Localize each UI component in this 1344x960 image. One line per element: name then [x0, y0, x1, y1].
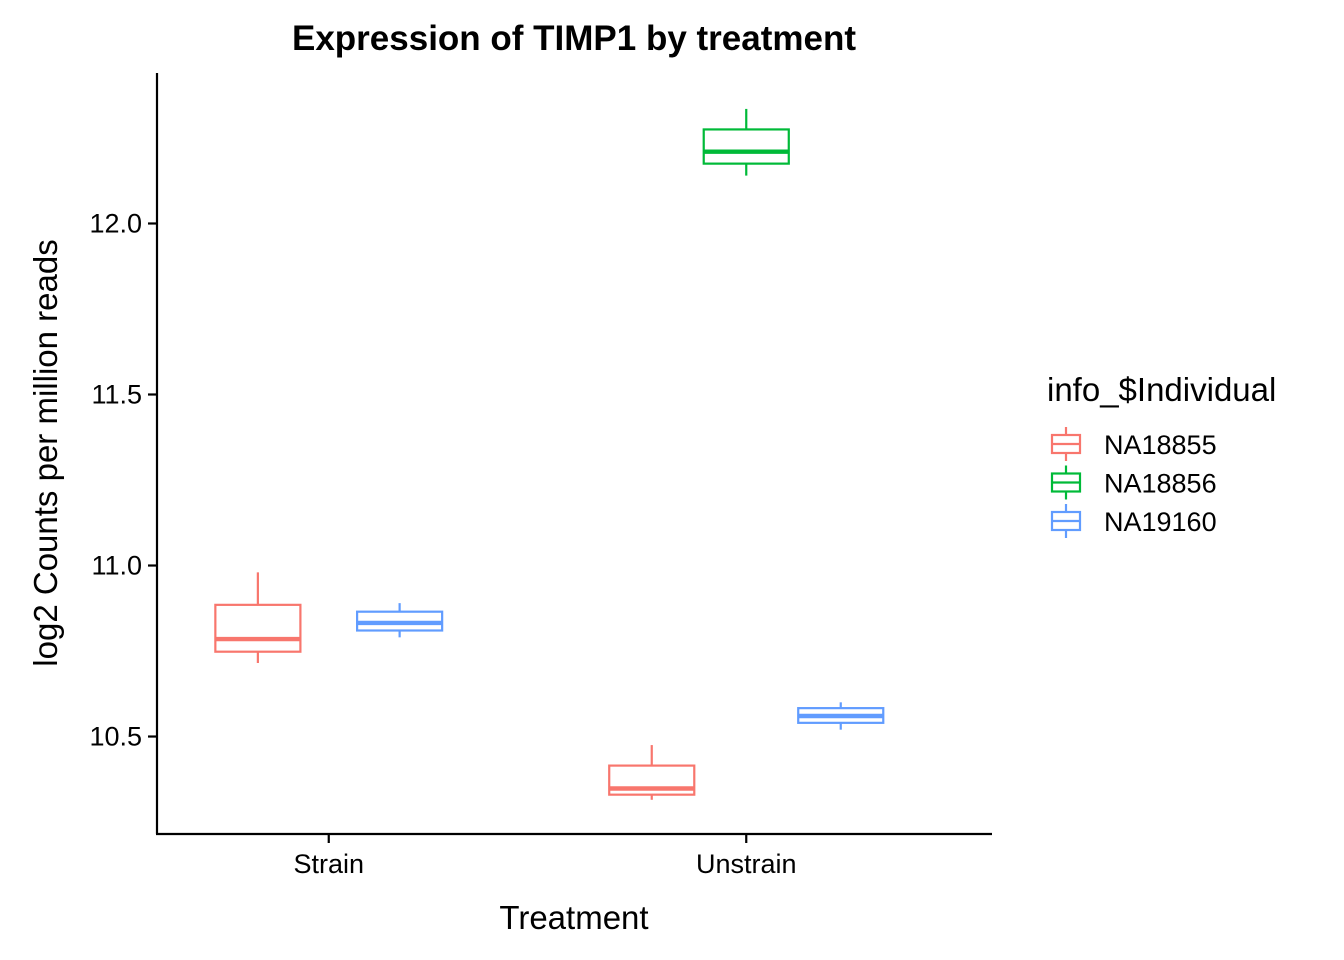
legend-items: NA18855 NA18856 NA19160 [1050, 427, 1217, 538]
x-ticks: Strain Unstrain [293, 834, 797, 879]
legend-item-NA19160: NA19160 [1050, 504, 1217, 538]
legend-label: NA18856 [1104, 469, 1217, 499]
legend-title: info_$Individual [1047, 371, 1276, 408]
box-NA18856-Unstrain [702, 108, 790, 176]
legend-label: NA18855 [1104, 430, 1217, 460]
y-ticks: 10.5 11.0 11.5 12.0 [89, 208, 157, 752]
y-tick-label: 10.5 [89, 722, 142, 752]
legend-item-NA18856: NA18856 [1050, 465, 1217, 500]
box-NA18855-Strain [214, 572, 302, 663]
box-body [702, 128, 790, 165]
y-axis-title: log2 Counts per million reads [27, 239, 64, 666]
box-layer [214, 108, 885, 800]
x-tick-label: Strain [293, 849, 364, 879]
y-tick-label: 11.0 [91, 551, 142, 581]
legend-item-NA18855: NA18855 [1050, 427, 1217, 461]
box-NA19160-Unstrain [797, 702, 885, 730]
box-NA18855-Unstrain [608, 745, 696, 800]
plot-area: 10.5 11.0 11.5 12.0 Strain Unstrain [89, 73, 992, 879]
chart-title: Expression of TIMP1 by treatment [292, 19, 856, 58]
box-NA19160-Strain [356, 603, 444, 638]
y-tick-label: 11.5 [91, 380, 142, 410]
legend-key [1050, 465, 1082, 500]
box-body [214, 603, 302, 653]
x-axis-title: Treatment [499, 899, 648, 936]
legend: info_$Individual NA18855 NA18856 NA19160 [1047, 371, 1276, 538]
legend-key [1050, 504, 1082, 538]
legend-key [1050, 427, 1082, 461]
x-tick-label: Unstrain [696, 849, 797, 879]
legend-label: NA19160 [1104, 507, 1217, 537]
y-tick-label: 12.0 [89, 208, 142, 238]
